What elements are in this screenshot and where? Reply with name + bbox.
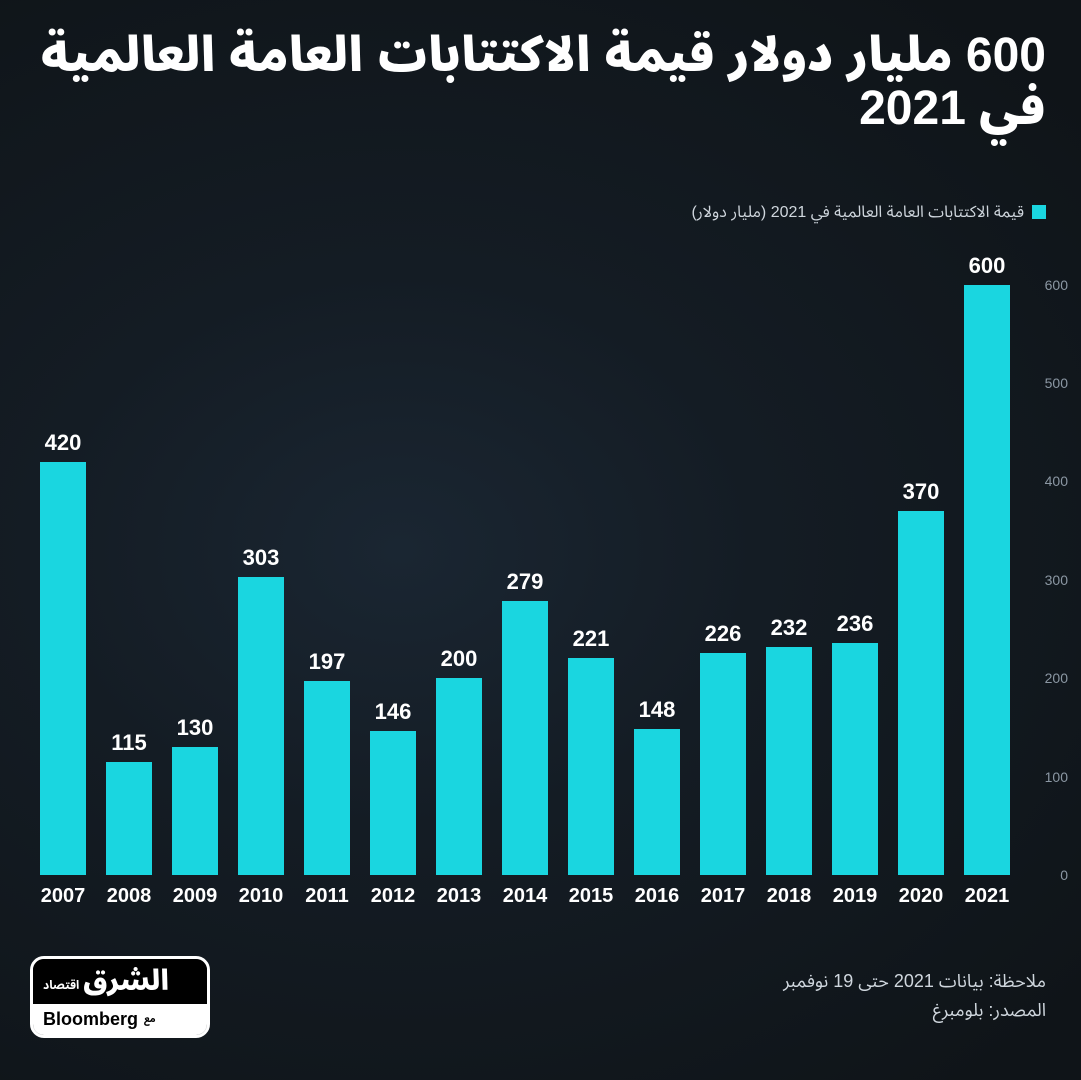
y-tick: 600 xyxy=(1045,277,1068,293)
x-tick-label: 2019 xyxy=(822,875,888,915)
x-tick-label: 2012 xyxy=(360,875,426,915)
bar-value-label: 420 xyxy=(45,430,82,456)
bar-value-label: 115 xyxy=(111,730,147,756)
footer-source: المصدر: بلومبرغ xyxy=(783,996,1046,1025)
x-tick-label: 2014 xyxy=(492,875,558,915)
plot-area: 420 115 130 303 197 146 200 279 221 148 226 232 236 3… xyxy=(30,265,1020,875)
bar-column: 279 xyxy=(492,265,558,875)
logo-top: الشرق اقتصاد xyxy=(33,959,207,1004)
bar: 279 xyxy=(502,601,548,876)
x-tick-label: 2010 xyxy=(228,875,294,915)
logo-bottom: Bloomberg مع xyxy=(33,1004,207,1035)
y-tick: 200 xyxy=(1045,670,1068,686)
bar-column: 115 xyxy=(96,265,162,875)
bar-column: 370 xyxy=(888,265,954,875)
bar-value-label: 221 xyxy=(573,626,610,652)
x-axis: 2007200820092010201120122013201420152016… xyxy=(30,875,1020,915)
bar: 115 xyxy=(106,762,152,875)
x-tick-label: 2017 xyxy=(690,875,756,915)
bar: 303 xyxy=(238,577,284,875)
bar: 221 xyxy=(568,658,614,875)
bar-column: 197 xyxy=(294,265,360,875)
bar-column: 232 xyxy=(756,265,822,875)
bar-value-label: 236 xyxy=(837,611,874,637)
bar-value-label: 370 xyxy=(903,479,940,505)
bar-value-label: 200 xyxy=(441,646,478,672)
bar-value-label: 146 xyxy=(375,699,412,725)
bar-column: 221 xyxy=(558,265,624,875)
y-tick: 300 xyxy=(1045,572,1068,588)
y-axis: 0100200300400500600 xyxy=(1023,265,1068,875)
bar-column: 600 xyxy=(954,265,1020,875)
bar-value-label: 303 xyxy=(243,545,280,571)
bar: 236 xyxy=(832,643,878,875)
x-tick-label: 2016 xyxy=(624,875,690,915)
x-tick-label: 2009 xyxy=(162,875,228,915)
bar: 148 xyxy=(634,729,680,875)
x-tick-label: 2008 xyxy=(96,875,162,915)
bar-value-label: 148 xyxy=(639,697,676,723)
bar-value-label: 226 xyxy=(705,621,742,647)
legend-label: قيمة الاكتتابات العامة العالمية في 2021 … xyxy=(691,195,1024,229)
footer-note: ملاحظة: بيانات 2021 حتى 19 نوفمبر xyxy=(783,967,1046,996)
logo-top-sub: اقتصاد xyxy=(43,973,79,1004)
x-tick-label: 2018 xyxy=(756,875,822,915)
y-tick: 500 xyxy=(1045,375,1068,391)
y-tick: 100 xyxy=(1045,769,1068,785)
x-tick-label: 2021 xyxy=(954,875,1020,915)
bar-column: 146 xyxy=(360,265,426,875)
bar-column: 130 xyxy=(162,265,228,875)
bar: 370 xyxy=(898,511,944,875)
bar: 232 xyxy=(766,647,812,875)
chart-title: 600 مليار دولار قيمة الاكتتابات العامة ا… xyxy=(35,30,1046,136)
bar: 200 xyxy=(436,678,482,875)
x-tick-label: 2013 xyxy=(426,875,492,915)
bar: 226 xyxy=(700,653,746,875)
brand-logo: الشرق اقتصاد Bloomberg مع xyxy=(30,956,210,1038)
bar-column: 200 xyxy=(426,265,492,875)
bar-column: 420 xyxy=(30,265,96,875)
y-tick: 400 xyxy=(1045,473,1068,489)
x-tick-label: 2020 xyxy=(888,875,954,915)
x-tick-label: 2007 xyxy=(30,875,96,915)
bar: 130 xyxy=(172,747,218,875)
x-tick-label: 2015 xyxy=(558,875,624,915)
bar-value-label: 600 xyxy=(969,253,1006,279)
logo-bottom-main: Bloomberg xyxy=(43,1009,138,1030)
bar: 420 xyxy=(40,462,86,875)
bar-value-label: 197 xyxy=(309,649,346,675)
bar-value-label: 279 xyxy=(507,569,544,595)
x-tick-label: 2011 xyxy=(294,875,360,915)
bar: 197 xyxy=(304,681,350,875)
bar-column: 148 xyxy=(624,265,690,875)
legend: قيمة الاكتتابات العامة العالمية في 2021 … xyxy=(691,195,1046,229)
bar-column: 303 xyxy=(228,265,294,875)
y-tick: 0 xyxy=(1060,867,1068,883)
bar-chart: 0100200300400500600 42011513030319714620… xyxy=(30,235,1020,915)
bar-column: 226 xyxy=(690,265,756,875)
bar-column: 236 xyxy=(822,265,888,875)
footer-notes: ملاحظة: بيانات 2021 حتى 19 نوفمبر المصدر… xyxy=(783,967,1046,1025)
legend-swatch xyxy=(1032,205,1046,219)
bar-value-label: 232 xyxy=(771,615,808,641)
bars-container: 420 115 130 303 197 146 200 279 221 148 226 232 236 3… xyxy=(30,265,1020,875)
bar-value-label: 130 xyxy=(177,715,214,741)
logo-bottom-sub: مع xyxy=(144,1009,156,1030)
bar: 600 xyxy=(964,285,1010,875)
logo-top-main: الشرق xyxy=(83,967,169,995)
bar: 146 xyxy=(370,731,416,875)
